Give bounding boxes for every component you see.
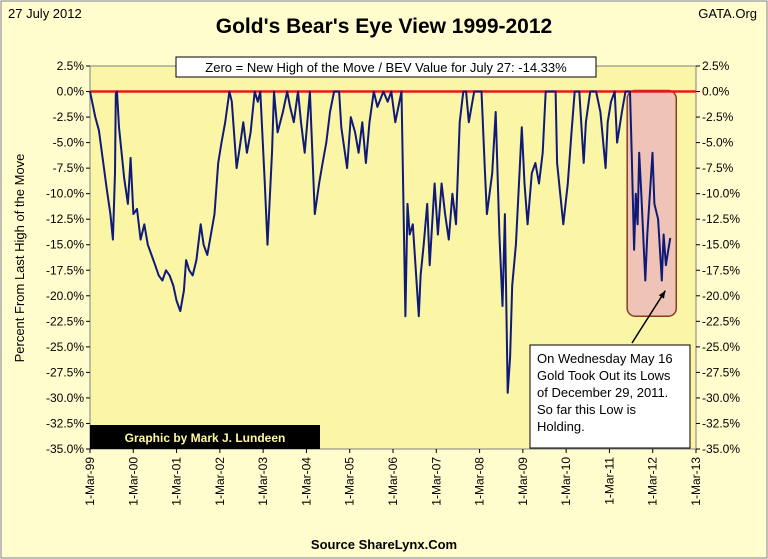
annotation-line: On Wednesday May 16 [537,351,673,366]
y-axis-left: 2.5% 0.0% -2.5% -5.0% -7.5% -10.0% -12.5% -15.0… [46,59,90,456]
y-tick-label-right: -20.0% [702,289,740,303]
info-box-text: Zero = New High of the Move / BEV Value … [205,60,567,75]
y-tick-label-right: -7.5% [702,161,734,175]
x-tick-label: 1-Mar-08 [473,457,487,506]
y-tick-label-left: -5.0% [53,136,85,150]
y-tick-label-right: -32.5% [702,416,740,430]
x-tick-label: 1-Mar-05 [343,457,357,506]
y-tick-label-right: -10.0% [702,187,740,201]
y-tick-label-left: -27.5% [46,365,84,379]
y-tick-label-left: -32.5% [46,416,84,430]
annotation-line: of December 29, 2011. [537,385,668,400]
info-box [175,56,597,78]
y-tick-label-left: 0.0% [57,85,85,99]
x-tick-label: 1-Mar-06 [386,457,400,506]
x-tick-label: 1-Mar-09 [516,457,530,506]
x-tick-label: 1-Mar-01 [170,457,184,506]
y-tick-label-right: -2.5% [702,110,734,124]
credit-text: Graphic by Mark J. Lundeen [125,431,286,445]
x-tick-label: 1-Mar-04 [299,457,313,506]
annotation-arrowhead [658,290,666,299]
y-tick-label-left: -15.0% [46,238,84,252]
y-tick-label-left: -17.5% [46,263,84,277]
y-tick-label-right: -27.5% [702,365,740,379]
annotation-line: So far this Low is [537,402,636,417]
y-tick-label-right: -35.0% [702,442,740,456]
y-tick-label-right: -30.0% [702,391,740,405]
x-tick-label: 1-Mar-03 [256,457,270,506]
x-tick-label: 1-Mar-11 [602,457,616,505]
x-tick-label: 1-Mar-00 [126,457,140,506]
x-tick-label: 1-Mar-07 [429,457,443,506]
annotation-arrow [631,290,666,344]
y-tick-label-right: -17.5% [702,263,740,277]
y-tick-label-right: -5.0% [702,136,734,150]
y-tick-label-left: -10.0% [46,187,84,201]
y-tick-label-left: 2.5% [57,59,85,73]
date-label: 27 July 2012 [8,6,82,21]
x-tick-label: 1-Mar-12 [646,457,660,506]
y-tick-label-right: -25.0% [702,340,740,354]
chart-title: Gold's Bear's Eye View 1999-2012 [216,15,552,38]
source-tag: GATA.Org [698,6,757,21]
footer-source: Source ShareLynx.Com [311,537,457,552]
y-tick-label-right: -12.5% [702,212,740,226]
annotation-line: Gold Took Out its Lows [537,368,671,383]
y-tick-label-left: -22.5% [46,314,84,328]
y-tick-label-left: -25.0% [46,340,84,354]
x-tick-label: 1-Mar-99 [83,457,97,506]
y-tick-label-right: -15.0% [702,238,740,252]
x-axis: 1-Mar-99 1-Mar-00 1-Mar-01 1-Mar-02 1-Mar-03… [83,449,703,506]
x-tick-label: 1-Mar-02 [213,457,227,506]
series-line-bev [89,90,672,394]
y-tick-label-left: -20.0% [46,289,84,303]
y-tick-label-left: -2.5% [53,110,85,124]
y-tick-label-left: -30.0% [46,391,84,405]
x-tick-label: 1-Mar-13 [689,457,703,506]
annotation-box [529,344,691,449]
y-axis-title: Percent From Last High of the Move [12,154,27,363]
annotation-line: Holding. [537,419,585,434]
annotation-text: On Wednesday May 16 Gold Took Out its Low… [537,351,673,434]
y-tick-label-left: -7.5% [53,161,85,175]
credit-box [90,425,320,449]
y-tick-label-right: 0.0% [702,85,730,99]
y-axis-right: 2.5% 0.0% -2.5% -5.0% -7.5% -10.0% -12.5% -15.0… [696,59,740,456]
y-tick-label-left: -35.0% [46,442,84,456]
y-tick-label-left: -12.5% [46,212,84,226]
y-tick-label-right: -22.5% [702,314,740,328]
y-tick-label-right: 2.5% [702,59,730,73]
x-tick-label: 1-Mar-10 [559,457,573,506]
